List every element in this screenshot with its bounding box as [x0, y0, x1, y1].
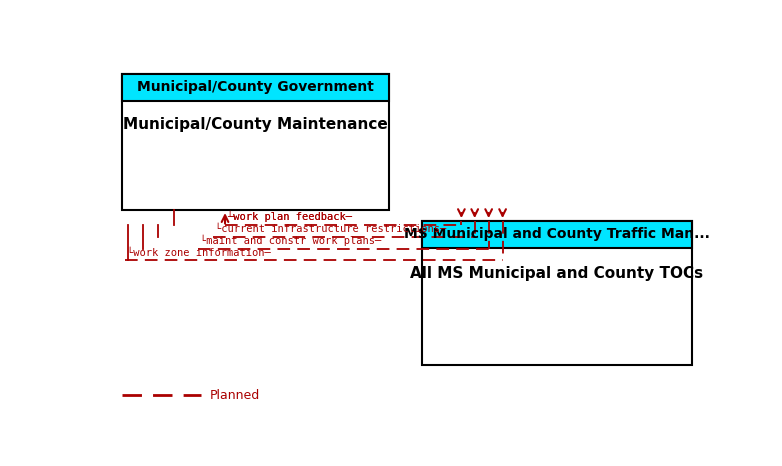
Text: All MS Municipal and County TOCs: All MS Municipal and County TOCs: [411, 266, 703, 281]
Bar: [122, 74, 389, 101]
Text: MS Municipal and County Traffic Man...: MS Municipal and County Traffic Man...: [404, 227, 710, 241]
Text: └work plan feedback─: └work plan feedback─: [227, 211, 352, 222]
Text: ─work plan feedback─: ─work plan feedback─: [227, 212, 352, 222]
Text: Planned: Planned: [210, 389, 260, 402]
Text: Municipal/County Government: Municipal/County Government: [137, 80, 374, 94]
Text: Municipal/County Maintenance: Municipal/County Maintenance: [123, 117, 388, 132]
Bar: [422, 221, 692, 248]
Bar: [122, 74, 389, 210]
Text: └work zone information─: └work zone information─: [127, 248, 271, 258]
Text: └current infrastructure restrictions─: └current infrastructure restrictions─: [215, 224, 446, 234]
Bar: [422, 221, 692, 364]
Text: └maint and constr work plans─: └maint and constr work plans─: [199, 235, 381, 246]
